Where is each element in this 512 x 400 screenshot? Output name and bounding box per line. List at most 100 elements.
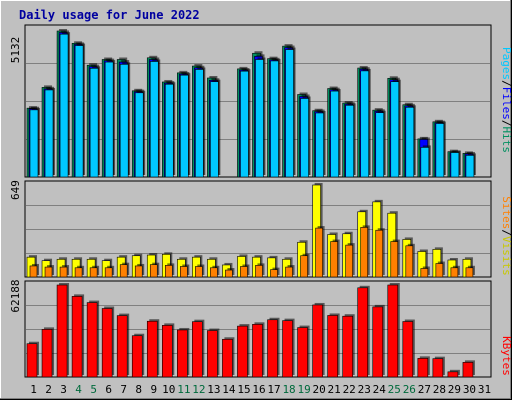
x-tick-label: 1 [30,383,37,396]
pages-bar [375,112,385,178]
x-tick-label: 2 [45,383,52,396]
pages-bar [149,61,159,178]
pages-bar [180,74,189,178]
sites-bar [74,267,83,278]
x-tick-label: 14 [222,383,236,396]
x-tick-label: 25 [388,383,401,396]
x-tick-label: 17 [267,383,280,396]
pages-bar [240,70,249,178]
pages-bar [134,92,144,178]
sites-bar [420,268,429,278]
pages-bar [210,81,219,178]
legend-kbytes: KBytes [500,336,512,376]
sites-bar [59,266,68,278]
kbytes-bar [342,315,353,378]
top-max-label: 5132 [9,37,22,64]
legend-hits: Hits [500,127,512,154]
pages-bar [450,152,460,178]
kbytes-bar [192,321,203,378]
x-tick-label: 19 [297,383,310,396]
kbytes-bar [312,304,323,378]
legend-sites: Sites [500,196,512,229]
sites-bar [390,241,399,278]
pages-bar [270,60,279,178]
kbytes-bar [56,284,68,378]
pages-bar [89,68,99,178]
pages-bar [315,112,324,178]
middle-legend: Sites/Visits [500,196,512,276]
kbytes-bar [357,287,369,378]
pages-bar [285,49,294,178]
sites-bar [465,267,474,278]
kbytes-bar [207,330,218,378]
kbytes-bar [101,308,113,378]
sites-bar [104,267,113,278]
pages-bar [104,61,114,178]
pages-bar [345,105,354,178]
x-tick-label: 13 [207,383,220,396]
sites-bar [270,269,278,278]
legend-visits: Visits [500,236,512,276]
pages-bar [119,64,129,178]
kbytes-bar [297,327,308,378]
kbytes-bar [222,338,233,378]
pages-bar [360,70,370,178]
kbytes-bar [402,321,414,378]
kbytes-bar [237,325,248,378]
kbytes-bar [282,320,293,378]
x-tick-label: 3 [60,383,67,396]
sites-bar [89,267,98,278]
x-tick-label: 16 [252,383,265,396]
sites-bar [255,265,263,278]
x-tick-label: 31 [478,383,491,396]
sites-bar [225,269,233,278]
pages-bar [300,98,309,178]
kbytes-bar [462,362,474,378]
kbytes-bar [417,358,429,378]
x-tick-label: 23 [358,383,371,396]
pages-bar [164,83,174,178]
pages-bar [420,147,430,178]
sites-bar [164,265,173,278]
sites-bar [450,267,459,278]
kbytes-bar [267,319,278,378]
sites-bar [44,266,53,278]
pages-bar [74,45,84,178]
legend-sep-2: / [500,120,512,127]
legend-sep-1: / [500,80,512,87]
kbytes-bar [327,315,338,378]
sites-bar [180,266,188,278]
pages-bar [44,89,54,178]
bottom-legend: KBytes [500,336,512,376]
kbytes-bar [252,324,263,378]
kbytes-bar [177,329,188,378]
pages-bar [195,69,204,178]
sites-bar [195,266,203,278]
x-tick-label: 15 [237,383,250,396]
kbytes-bar [71,296,83,378]
x-tick-label: 21 [328,383,341,396]
pages-bar [59,33,69,178]
x-tick-label: 5 [90,383,97,396]
x-tick-label: 28 [433,383,446,396]
pages-bar [29,109,39,178]
pages-bar [435,123,445,178]
x-tick-label: 11 [177,383,190,396]
kbytes-bar [432,358,444,378]
x-tick-label: 27 [418,383,431,396]
sites-bar [315,227,323,278]
kbytes-bar [161,325,173,378]
x-tick-label: 7 [120,383,127,396]
pages-bar [405,107,415,178]
kbytes-bar [447,371,459,378]
sites-bar [345,244,353,278]
chart-title: Daily usage for June 2022 [19,8,200,22]
top-legend: Pages/Files/Hits [500,47,512,153]
legend-sep-3: / [500,229,512,236]
kbytes-bar [116,315,128,378]
legend-files: Files [500,87,512,120]
kbytes-bar [41,329,53,378]
sites-bar [240,266,248,278]
x-tick-label: 30 [463,383,476,396]
